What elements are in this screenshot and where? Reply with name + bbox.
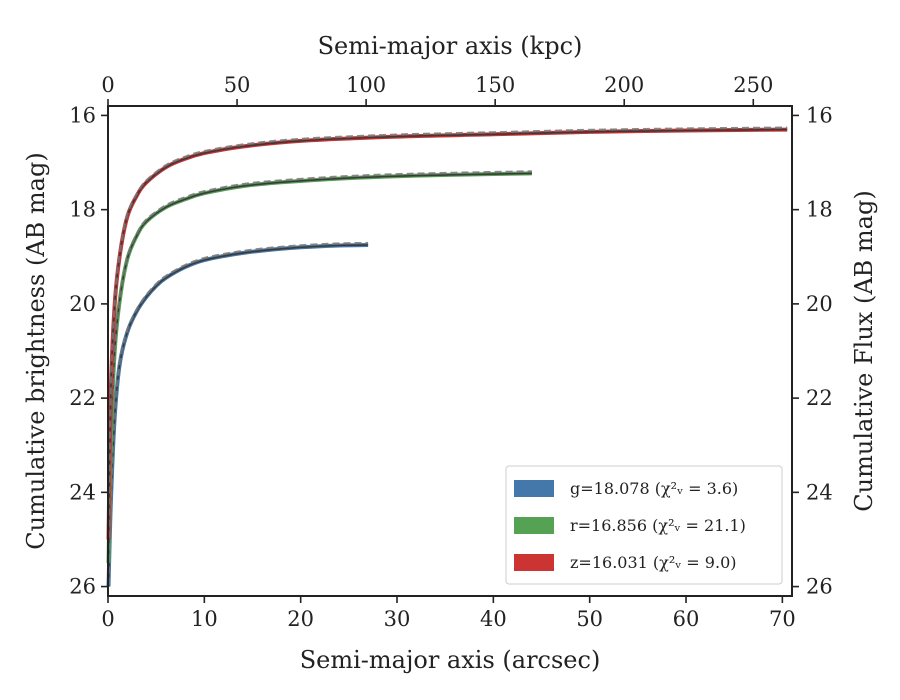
y-tick-label-right: 24 xyxy=(806,480,833,504)
x-tick-label-bottom: 30 xyxy=(384,607,411,631)
model-fit-line-g xyxy=(107,244,369,587)
x-axis-title-bottom: Semi-major axis (arcsec) xyxy=(300,646,601,674)
legend-swatch-z xyxy=(514,554,554,571)
x-tick-label-top: 200 xyxy=(604,73,644,97)
legend-box xyxy=(505,465,783,585)
y-tick-label-left: 20 xyxy=(69,292,96,316)
y-tick-label-right: 18 xyxy=(806,198,833,222)
y-tick-label-left: 22 xyxy=(69,386,96,410)
y-tick-label-left: 26 xyxy=(69,575,96,599)
y-tick-label-right: 20 xyxy=(806,292,833,316)
x-tick-label-top: 0 xyxy=(101,73,114,97)
x-tick-label-bottom: 0 xyxy=(101,607,114,631)
x-tick-label-top: 100 xyxy=(346,73,386,97)
y-tick-label-right: 22 xyxy=(806,386,833,410)
model-dashed-line-g xyxy=(107,241,369,585)
y-tick-label-left: 16 xyxy=(69,103,96,127)
model-dashed-line-r xyxy=(107,170,532,562)
x-tick-label-bottom: 50 xyxy=(576,607,603,631)
x-tick-label-top: 250 xyxy=(733,73,773,97)
legend-swatch-g xyxy=(514,480,554,497)
plot-frame xyxy=(107,105,793,597)
y-tick-label-left: 18 xyxy=(69,198,96,222)
legend-swatch-r xyxy=(514,517,554,534)
x-tick-label-bottom: 20 xyxy=(287,607,314,631)
legend-label-z: z=16.031 (χ²ᵥ = 9.0) xyxy=(570,553,736,572)
legend-label-r: r=16.856 (χ²ᵥ = 21.1) xyxy=(570,516,746,535)
x-tick-label-bottom: 70 xyxy=(769,607,796,631)
x-tick-label-top: 50 xyxy=(224,73,251,97)
y-tick-label-right: 26 xyxy=(806,575,833,599)
legend-label-g: g=18.078 (χ²ᵥ = 3.6) xyxy=(570,479,738,498)
x-tick-label-top: 150 xyxy=(475,73,515,97)
y-tick-label-left: 24 xyxy=(69,480,96,504)
x-tick-label-bottom: 10 xyxy=(191,607,218,631)
axis-ticks: 0 10 20 30 40 50 60 70 0 50 100 150 200 250 16 16 18 18 20… xyxy=(69,73,832,631)
series-curves xyxy=(106,126,788,587)
y-axis-title-left: Cumulative brightness (AB mag) xyxy=(22,152,50,549)
x-tick-label-bottom: 40 xyxy=(480,607,507,631)
x-axis-title-top: Semi-major axis (kpc) xyxy=(318,32,583,60)
x-tick-label-bottom: 60 xyxy=(673,607,700,631)
y-tick-label-right: 16 xyxy=(806,103,833,127)
model-dashed-line-z xyxy=(107,126,788,538)
legend: g=18.078 (χ²ᵥ = 3.6) r=16.856 (χ²ᵥ = 21.… xyxy=(505,465,783,585)
y-axis-title-right: Cumulative Flux (AB mag) xyxy=(850,190,878,511)
